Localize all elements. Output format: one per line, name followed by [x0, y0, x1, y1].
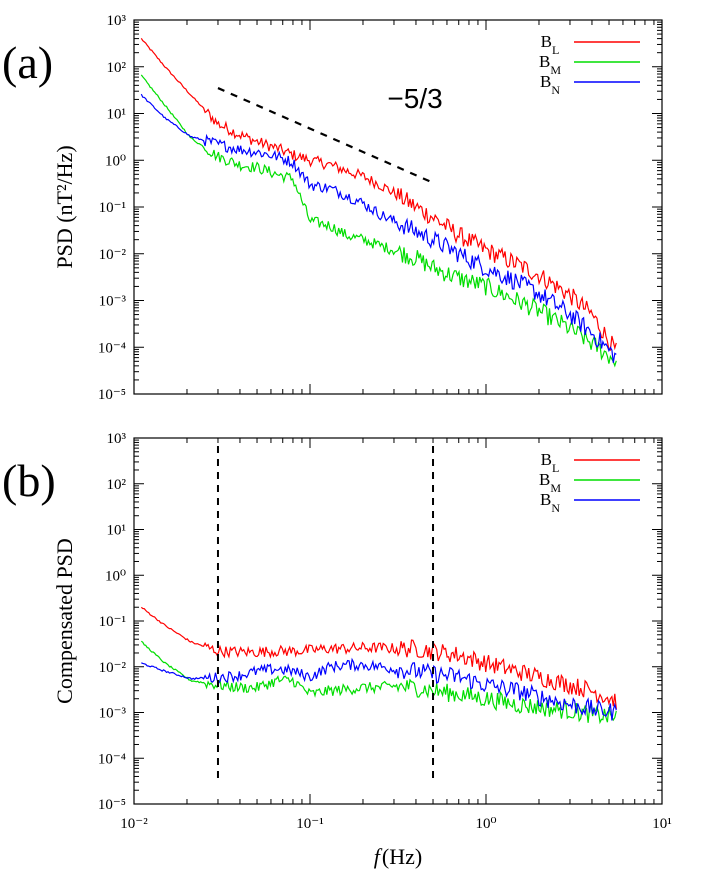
series-line-b-l — [140, 37, 617, 351]
y-tick-label: 10² — [107, 477, 127, 493]
panel-label: (a) — [2, 37, 53, 88]
legend-label: BM — [539, 52, 561, 77]
series-line-b-n — [140, 93, 617, 363]
x-tick-label: 10¹ — [652, 816, 672, 832]
panel-b: 10⁻² 10⁻¹ 10⁰ 10¹ 10⁻⁵ 10⁻⁴ 10⁻³ 10⁻² 10⁻¹ 10⁰ 10¹… — [2, 431, 672, 869]
y-tick-label: 10⁻¹ — [99, 614, 126, 630]
legend-label: BL — [541, 450, 560, 475]
legend-label: BN — [540, 72, 560, 97]
slope-label: −5/3 — [387, 83, 442, 114]
plot-frame — [133, 437, 663, 805]
legend-label: BN — [540, 490, 560, 515]
y-axis-label: PSD (nT²/Hz) — [52, 145, 77, 268]
y-tick-label: 10⁻¹ — [99, 200, 126, 216]
x-axis-label: f(Hz) — [374, 844, 422, 869]
panel-a: 10⁻⁵ 10⁻⁴ 10⁻³ 10⁻² 10⁻¹ 10⁰ 10¹ 10² 10³ PSD (nT²… — [2, 13, 663, 403]
series-line-b-m — [140, 74, 617, 368]
panel-label: (b) — [2, 455, 56, 506]
y-tick-label: 10⁻² — [99, 247, 127, 263]
y-axis-label: Compensated PSD — [52, 538, 77, 704]
y-tick-label: 10³ — [107, 431, 127, 447]
series-line-b-l — [140, 606, 617, 710]
x-tick-label: 10⁻¹ — [296, 816, 323, 832]
y-tick-label: 10⁻⁵ — [98, 797, 126, 813]
x-tick-label: 10⁻² — [120, 816, 148, 832]
y-tick-label: 10⁰ — [105, 153, 126, 169]
slope-reference-line — [217, 87, 434, 184]
legend-label: BL — [541, 32, 560, 57]
y-tick-label: 10⁻³ — [99, 294, 127, 310]
y-tick-label: 10⁻³ — [99, 706, 127, 722]
y-tick-label: 10⁻⁵ — [98, 387, 126, 403]
x-axis-label-unit: (Hz) — [382, 844, 422, 869]
y-tick-label: 10² — [107, 60, 127, 76]
y-tick-label: 10⁰ — [105, 568, 126, 584]
y-tick-label: 10⁻⁴ — [98, 340, 126, 356]
x-axis-label-var: f — [374, 844, 383, 869]
y-tick-label: 10⁻² — [99, 660, 127, 676]
y-tick-label: 10³ — [107, 13, 127, 29]
legend-label: BM — [539, 470, 561, 495]
x-tick-label: 10⁰ — [475, 816, 496, 832]
series-line-b-n — [141, 657, 617, 721]
y-tick-label: 10¹ — [107, 107, 127, 123]
y-tick-label: 10⁻⁴ — [98, 751, 126, 767]
series-line-b-m — [140, 640, 617, 725]
y-tick-label: 10¹ — [107, 523, 127, 539]
